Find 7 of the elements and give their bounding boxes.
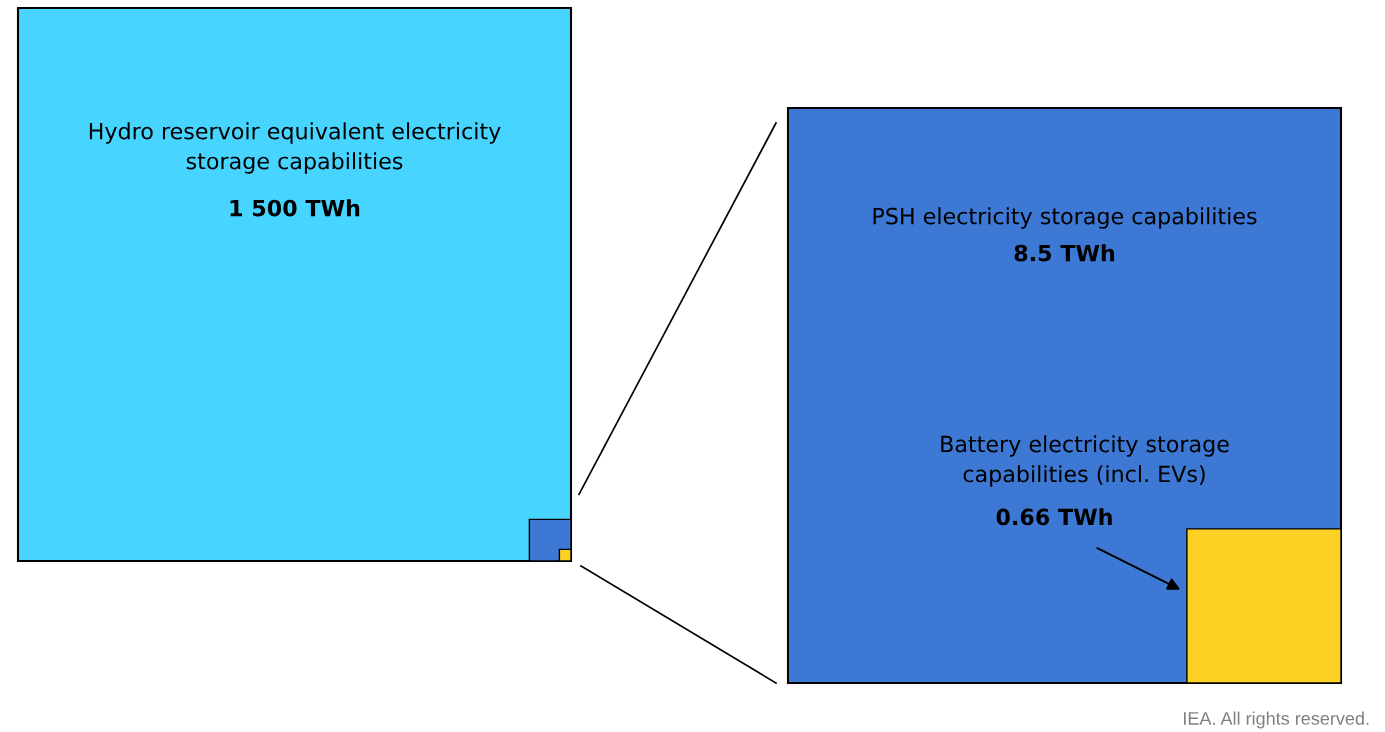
category-label: Hydro reservoir equivalent electricity storage capabilities [89, 122, 501, 174]
data-label: 1 500 TWh [230, 199, 360, 217]
data-label: 0.66 TWh [996, 508, 1112, 526]
data-label: 8.5 TWh [1014, 244, 1115, 262]
category-label: Battery electricity storage capabilities (incl. EVs) [941, 435, 1229, 487]
category-label: PSH electricity storage capabilities [873, 207, 1257, 229]
text: IEA. All rights reserved. [1184, 711, 1369, 729]
